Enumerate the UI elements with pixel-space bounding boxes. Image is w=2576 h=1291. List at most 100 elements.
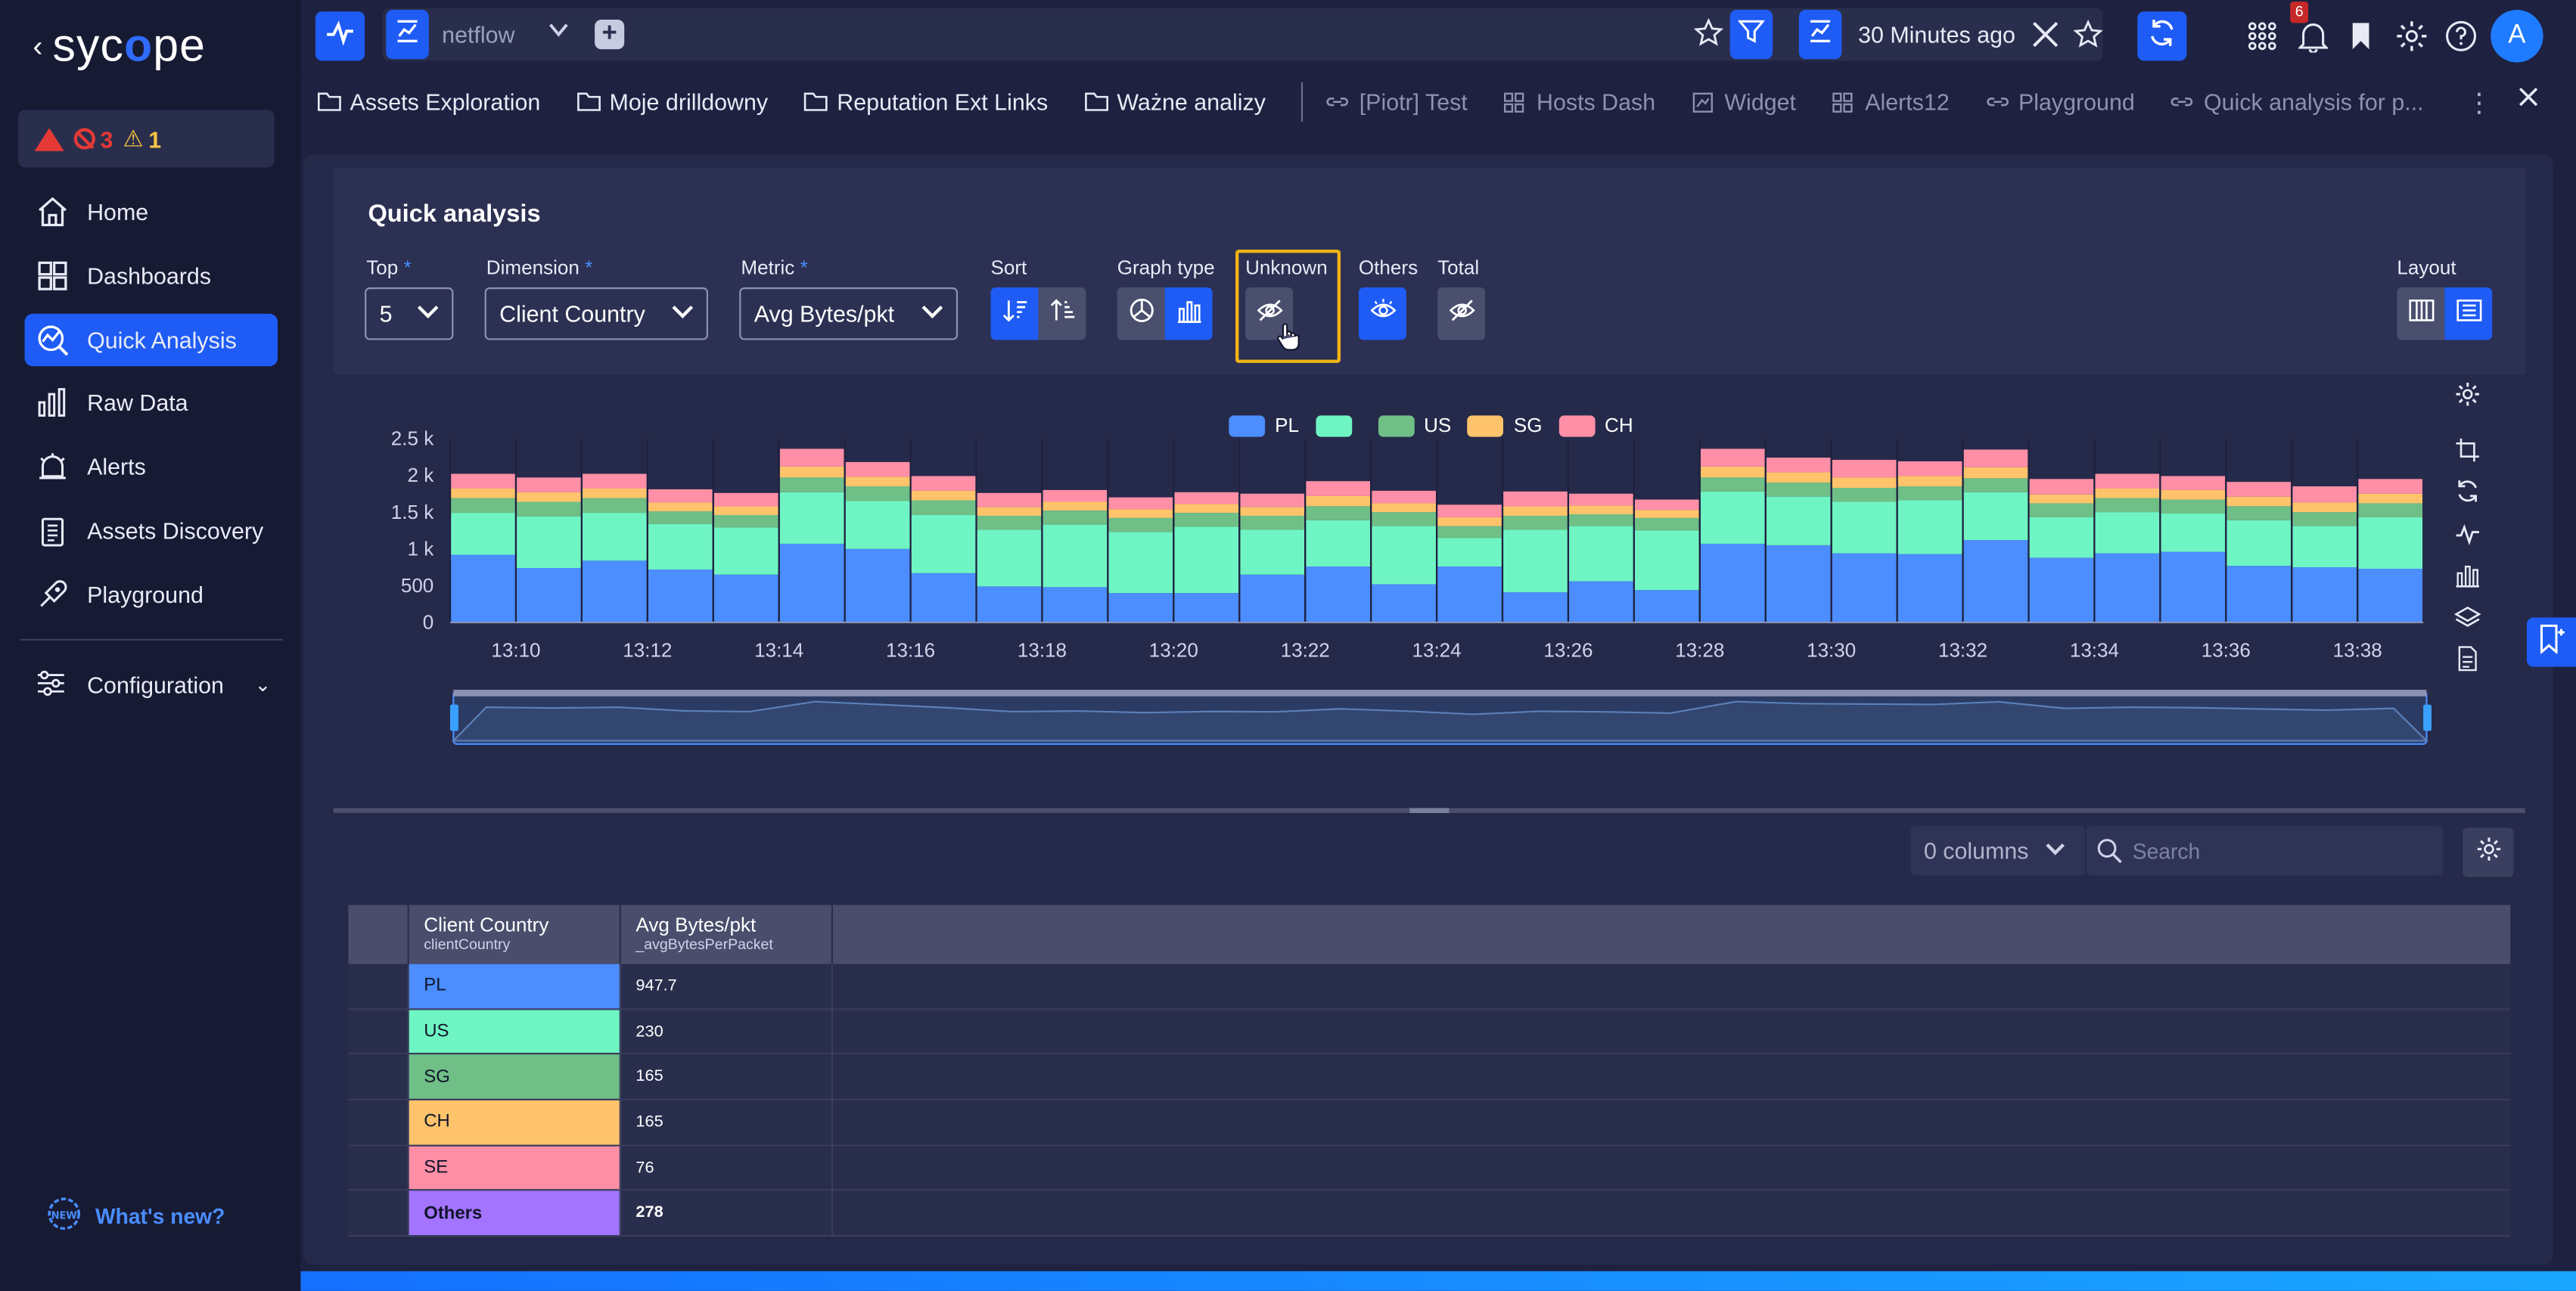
row-select-cell[interactable]	[348, 964, 409, 1008]
alerts-icon	[35, 448, 71, 485]
star-icon[interactable]	[1689, 13, 1728, 52]
row-select-cell[interactable]	[348, 1100, 409, 1145]
column-header-client-country[interactable]: Client Country clientCountry	[409, 905, 621, 964]
filter-button[interactable]	[1729, 10, 1773, 60]
bookmark-widget[interactable]: Widget	[1692, 88, 1796, 115]
logo[interactable]: ‹ sycope	[33, 17, 206, 76]
table-row[interactable]: SG 165	[348, 1054, 2511, 1101]
search-input[interactable]: Search	[2086, 826, 2444, 876]
others-visible-button[interactable]	[1358, 287, 1406, 340]
bookmark-dashboard[interactable]: Alerts12	[1832, 88, 1950, 115]
sidebar-item-raw-data[interactable]: Raw Data	[25, 377, 278, 429]
analytics-toggle-button[interactable]	[315, 11, 365, 61]
avatar[interactable]: A	[2491, 10, 2543, 63]
bookmark-folder[interactable]: Moje drilldowny	[576, 88, 768, 115]
row-select-cell[interactable]	[348, 1054, 409, 1099]
sort-descending-button[interactable]	[990, 287, 1039, 340]
alerts-summary[interactable]: 3 ⚠ 1	[17, 110, 275, 168]
bookmark-link[interactable]: Quick analysis for p...	[2171, 88, 2424, 115]
bell-icon[interactable]	[2294, 17, 2333, 56]
legend-item-ch[interactable]: CH	[1558, 414, 1633, 437]
metric-select[interactable]: Avg Bytes/pkt	[739, 287, 959, 340]
line-chart-button[interactable]	[2451, 517, 2484, 558]
bar-chart-button[interactable]	[1164, 287, 1213, 340]
bar-segment-se	[1043, 489, 1108, 502]
sidebar-item-home[interactable]: Home	[25, 185, 278, 237]
bookmarks-divider	[1301, 82, 1304, 122]
bookmark-folder[interactable]: Assets Exploration	[317, 88, 540, 115]
value-cell: 76	[621, 1146, 834, 1190]
reset-zoom-button[interactable]	[2451, 475, 2484, 517]
bar-segment-sg	[2292, 512, 2357, 526]
bar-segment-ch	[2161, 489, 2226, 500]
stack-button[interactable]	[2451, 601, 2484, 642]
row-select-cell[interactable]	[348, 1009, 409, 1054]
gear-icon[interactable]	[2392, 17, 2432, 56]
total-hidden-button[interactable]	[1437, 287, 1486, 340]
datasource-button[interactable]	[386, 10, 429, 60]
bar-chart-switch-button[interactable]	[2451, 558, 2484, 600]
table-row[interactable]: SE 76	[348, 1146, 2511, 1192]
time-range-label[interactable]: 30 Minutes ago	[1858, 21, 2015, 48]
more-vertical-icon[interactable]: ⋮	[2466, 90, 2493, 119]
layout-columns-button[interactable]	[2397, 287, 2445, 340]
legend-item-us-swatch[interactable]	[1315, 414, 1362, 436]
layout-rows-button[interactable]	[2444, 287, 2493, 340]
x-tick-label: 13:24	[1412, 639, 1461, 662]
clear-time-icon[interactable]	[2026, 15, 2065, 54]
bookmark-link[interactable]: Playground	[1986, 88, 2135, 115]
table-row[interactable]: PL 947.7	[348, 964, 2511, 1010]
table-settings-button[interactable]	[2463, 827, 2514, 877]
bookmark-dashboard[interactable]: Hosts Dash	[1504, 88, 1655, 115]
column-header-avg-bytes[interactable]: Avg Bytes/pkt _avgBytesPerPacket	[621, 905, 834, 964]
sidebar-item-quick-analysis[interactable]: Quick Analysis	[24, 312, 278, 366]
bar-segment-pl	[1108, 593, 1173, 623]
table-row[interactable]: US 230	[348, 1009, 2511, 1055]
bookmark-link[interactable]: [Piotr] Test	[1326, 88, 1468, 115]
export-button[interactable]	[2451, 642, 2484, 684]
top-select[interactable]: 5	[365, 287, 454, 340]
x-tick-label: 13:18	[1018, 639, 1067, 662]
back-chevron-icon[interactable]: ‹	[33, 29, 43, 62]
legend-item-sg[interactable]: SG	[1468, 414, 1542, 437]
country-cell: SE	[409, 1146, 621, 1190]
sort-ascending-button[interactable]	[1038, 287, 1086, 340]
bar-segment-pl	[845, 548, 910, 623]
table-row[interactable]: CH 165	[348, 1100, 2511, 1147]
apps-grid-icon[interactable]	[2242, 17, 2282, 56]
sidebar-item-alerts[interactable]: Alerts	[25, 440, 278, 492]
columns-select[interactable]: 0 columns	[1910, 826, 2085, 876]
star-icon[interactable]	[2068, 15, 2108, 54]
datasource-name[interactable]: netflow	[442, 21, 515, 48]
crop-button[interactable]	[2451, 433, 2484, 474]
bookmark-folder[interactable]: Ważne analizy	[1084, 88, 1266, 115]
close-icon[interactable]	[2519, 85, 2538, 115]
bookmark-icon[interactable]	[2341, 17, 2381, 56]
datasource-chevron-icon[interactable]	[547, 18, 570, 46]
legend-item-pl[interactable]: PL	[1229, 414, 1299, 437]
bar-segment-pl	[1832, 553, 1897, 623]
time-chart-button[interactable]	[1798, 10, 1842, 60]
row-select-cell[interactable]	[348, 1146, 409, 1190]
whats-new-link[interactable]: NEW What's new?	[46, 1196, 225, 1237]
sidebar-item-assets-discovery[interactable]: Assets Discovery	[25, 504, 278, 557]
chart-settings-button[interactable]	[2451, 377, 2484, 419]
resize-divider[interactable]	[333, 808, 2525, 813]
sidebar-item-dashboards[interactable]: Dashboards	[25, 250, 278, 302]
refresh-button[interactable]	[2137, 11, 2187, 61]
row-select-header[interactable]	[348, 905, 409, 964]
dimension-select[interactable]: Client Country	[484, 287, 708, 340]
bookmark-folder[interactable]: Reputation Ext Links	[804, 88, 1048, 115]
bottom-accent-bar	[300, 1271, 2576, 1291]
help-icon[interactable]	[2441, 17, 2481, 56]
pie-chart-button[interactable]	[1117, 287, 1165, 340]
sidebar-item-configuration[interactable]: Configuration ⌄	[35, 665, 281, 704]
side-bookmark-button[interactable]	[2526, 617, 2576, 667]
table-row[interactable]: Others 278	[348, 1191, 2511, 1237]
resize-handle[interactable]	[1409, 808, 1450, 813]
add-filter-button[interactable]: +	[595, 20, 625, 50]
row-select-cell[interactable]	[348, 1191, 409, 1236]
legend-item-us[interactable]: US	[1378, 414, 1451, 437]
bar-segment-sg	[1832, 487, 1897, 502]
sidebar-item-playground[interactable]: Playground	[25, 568, 278, 620]
